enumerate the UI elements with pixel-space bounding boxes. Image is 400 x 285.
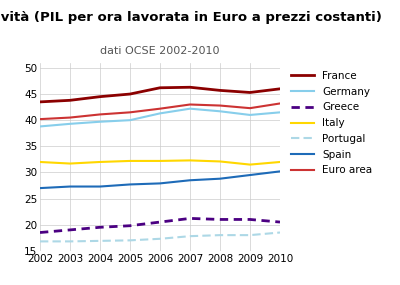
Legend: France, Germany, Greece, Italy, Portugal, Spain, Euro area: France, Germany, Greece, Italy, Portugal… bbox=[288, 68, 375, 178]
Text: Produttività (PIL per ora lavorata in Euro a prezzi costanti): Produttività (PIL per ora lavorata in Eu… bbox=[0, 11, 382, 25]
Text: dati OCSE 2002-2010: dati OCSE 2002-2010 bbox=[100, 46, 220, 56]
